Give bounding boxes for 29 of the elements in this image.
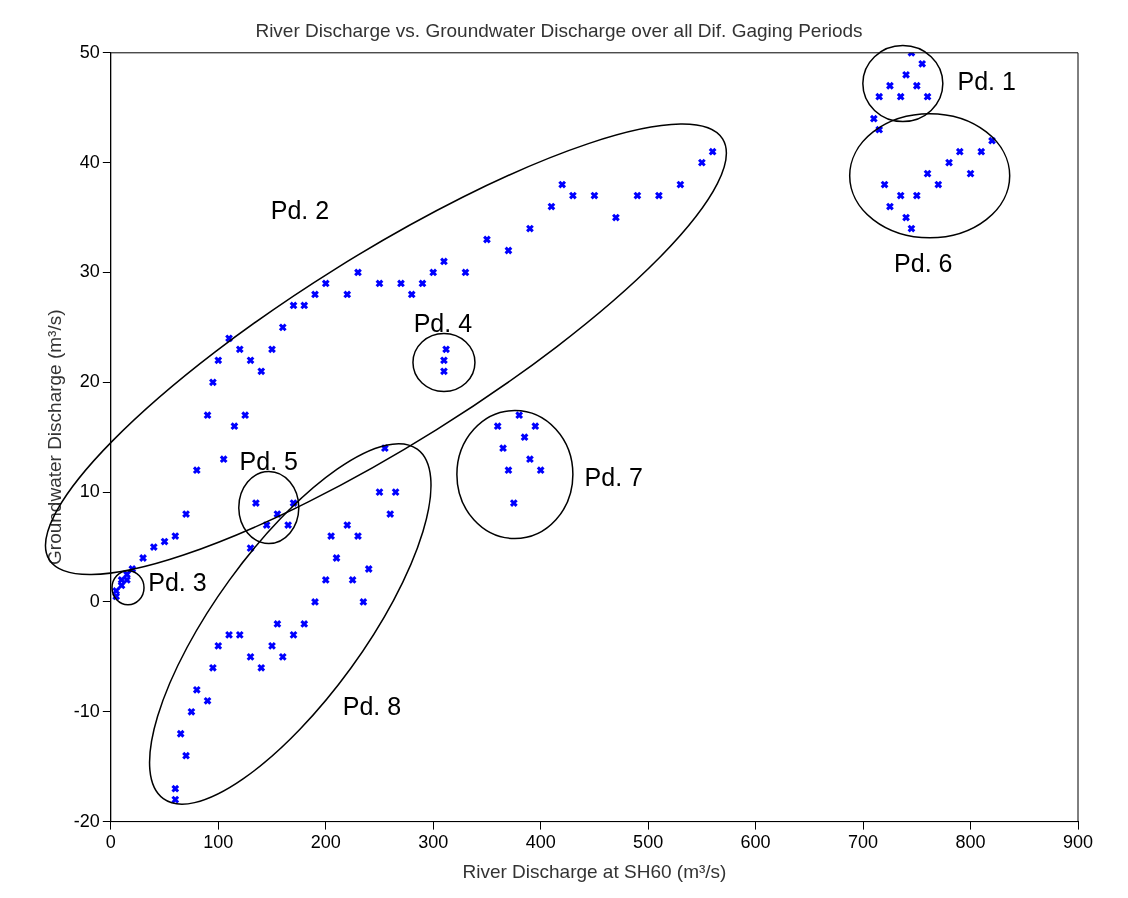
annotation: Pd. 3 [148,568,207,597]
x-tick-label: 100 [203,832,234,853]
y-tick-label: 30 [79,261,100,282]
y-tick-label: 40 [79,151,100,172]
x-axis-title: River Discharge at SH60 (m³/s) [462,860,727,882]
y-tick-label: 50 [79,41,100,62]
y-tick-label: 0 [89,590,100,611]
x-tick-label: 600 [740,832,771,853]
x-tick-label: 400 [525,832,556,853]
x-tick-label: 300 [418,832,449,853]
x-tick-label: 0 [105,832,116,853]
chart-title: River Discharge vs. Groundwater Discharge over all Dif. Gaging Periods [255,19,863,41]
y-tick-label: 10 [79,481,100,502]
y-axis-title: Groundwater Discharge (m³/s) [43,309,65,565]
annotation: Pd. 2 [270,195,330,224]
annotation: Pd. 1 [957,67,1016,96]
y-tick-label: -10 [73,700,100,721]
x-tick-label: 900 [1062,832,1094,853]
y-tick-label: -20 [73,810,100,831]
annotation: Pd. 6 [894,248,953,277]
annotation: Pd. 8 [342,692,402,721]
annotation: Pd. 5 [239,447,298,476]
y-tick-label: 20 [79,371,100,392]
x-tick-label: 800 [955,832,986,853]
annotation: Pd. 4 [413,309,473,338]
x-tick-label: 200 [310,832,341,853]
x-tick-label: 700 [848,832,879,853]
annotation: Pd. 7 [584,462,643,491]
x-tick-label: 500 [633,832,664,853]
